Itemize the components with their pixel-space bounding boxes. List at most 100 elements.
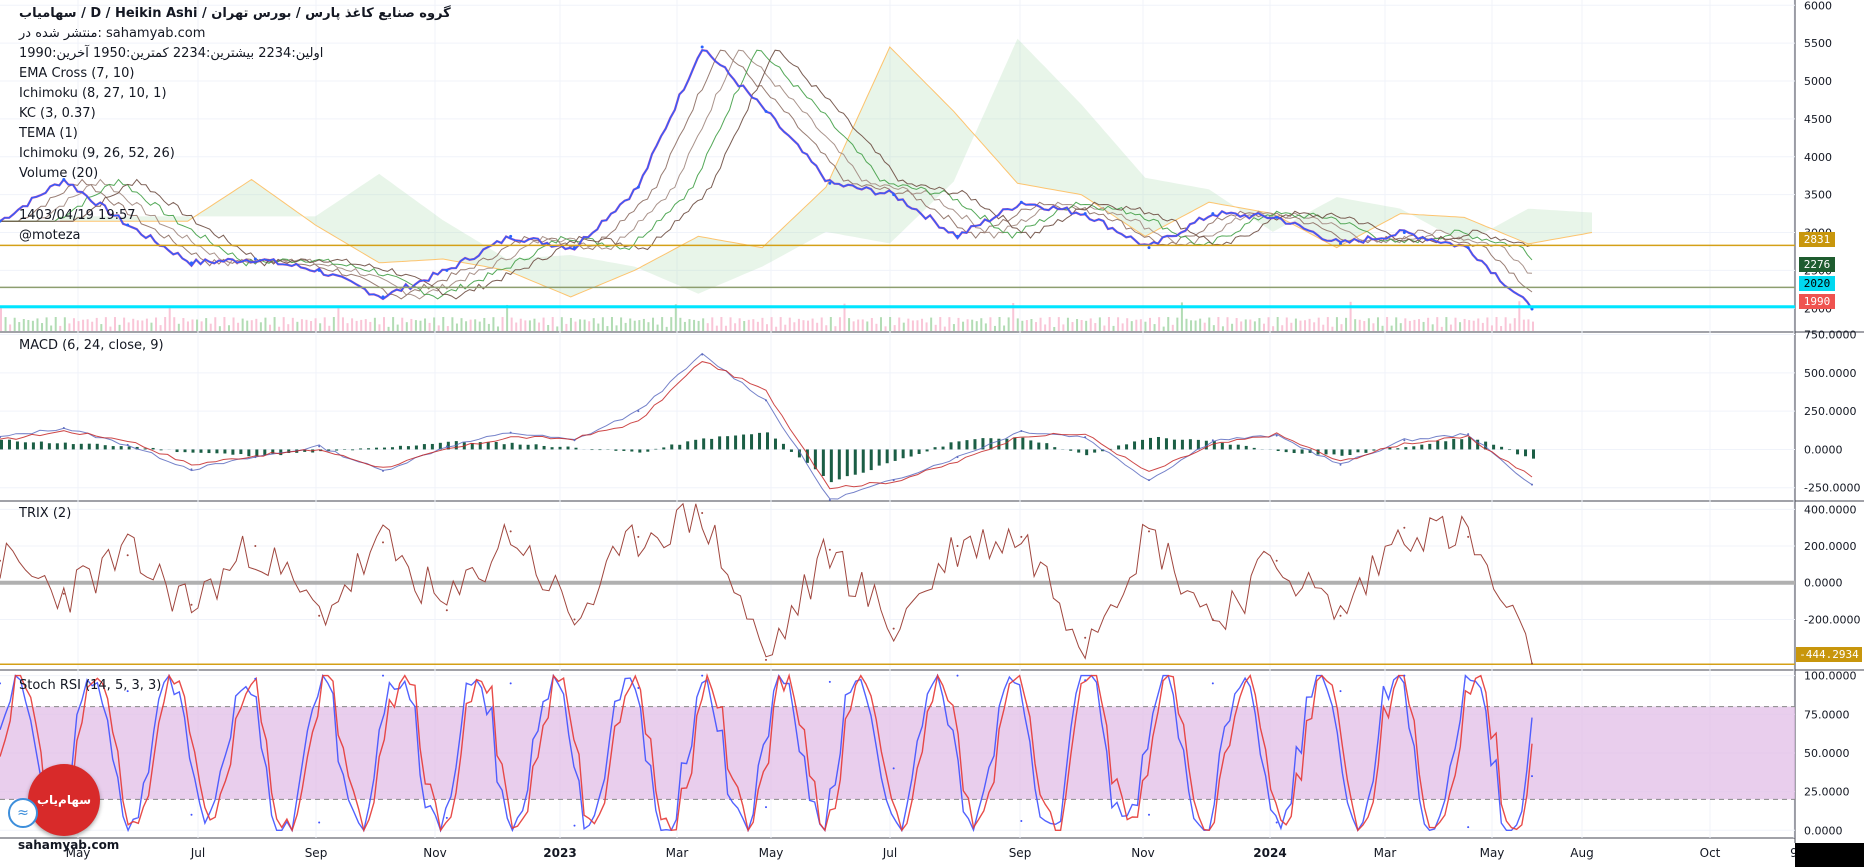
volume-bar	[383, 317, 385, 331]
volume-bar	[1463, 318, 1466, 331]
y-tick-label: 75.0000	[1804, 708, 1850, 721]
volume-bar	[155, 317, 158, 331]
macd-histogram-bar	[1388, 447, 1392, 450]
trix-point	[254, 545, 257, 548]
volume-bar	[50, 325, 53, 331]
macd-histogram-bar	[119, 446, 123, 450]
indicator-kc[interactable]: KC (3, 0.37)	[19, 106, 96, 121]
volume-bar	[797, 318, 800, 331]
macd-histogram-bar	[781, 443, 785, 450]
stoch-k-point	[1339, 690, 1342, 693]
macd-label[interactable]: MACD (6, 24, close, 9)	[19, 338, 164, 353]
volume-bar	[1226, 317, 1229, 331]
stoch-k-point	[573, 824, 576, 827]
volume-bar	[250, 320, 253, 331]
x-tick-label: 2024	[1253, 846, 1286, 860]
macd-histogram-bar	[829, 449, 833, 483]
volume-bar	[989, 317, 992, 331]
volume-bar	[31, 320, 34, 331]
macd-histogram-bar	[406, 446, 410, 450]
trix-label[interactable]: TRIX (2)	[19, 506, 72, 521]
y-tick-label: 50.0000	[1804, 747, 1850, 760]
volume-bar	[538, 322, 541, 331]
volume-bar	[18, 322, 21, 331]
volume-bar	[934, 324, 937, 331]
x-tick-label: 9	[1790, 846, 1798, 860]
indicator-ichimoku-1[interactable]: Ichimoku (8, 27, 10, 1)	[19, 86, 167, 101]
volume-bar	[123, 317, 126, 331]
volume-bar	[962, 321, 965, 331]
trix-point	[956, 545, 959, 548]
volume-bar	[1381, 325, 1384, 331]
macd-histogram-bar	[7, 439, 11, 450]
volume-bar	[1358, 319, 1361, 331]
macd-histogram-bar	[1212, 441, 1216, 450]
macd-histogram-bar	[893, 449, 897, 461]
price-point	[1211, 212, 1215, 216]
chart-title[interactable]: گروه صنایع کاغذ پارس / بورس تهران / D / …	[19, 6, 451, 21]
volume-bar	[638, 320, 641, 331]
volume-bar	[875, 323, 878, 331]
y-tick-label: 6000	[1804, 0, 1832, 12]
volume-bar	[756, 321, 759, 331]
y-tick-label: 500.0000	[1804, 367, 1857, 380]
volume-bar	[387, 326, 390, 331]
indicator-tema[interactable]: TEMA (1)	[19, 126, 78, 141]
volume-bar	[1039, 317, 1042, 331]
volume-bar	[487, 323, 490, 331]
volume-bar	[1231, 323, 1234, 331]
volume-bar	[332, 317, 335, 331]
macd-histogram-bar	[981, 438, 985, 450]
volume-bar	[579, 319, 582, 331]
volume-bar	[743, 321, 746, 331]
macd-histogram-bar	[1141, 439, 1145, 450]
macd-histogram-bar	[877, 449, 881, 466]
volume-bar	[218, 326, 221, 331]
volume-bar	[428, 322, 431, 331]
volume-bar	[355, 320, 358, 331]
volume-bar	[1308, 318, 1311, 331]
volume-bar	[1354, 319, 1357, 331]
moving-average-line	[0, 49, 1533, 300]
macd-histogram-bar	[758, 432, 762, 450]
volume-bar	[788, 317, 791, 331]
price-point	[573, 246, 576, 250]
volume-bar	[323, 317, 326, 331]
volume-bar	[720, 317, 723, 331]
volume-bar	[1459, 322, 1462, 331]
price-point	[1083, 212, 1087, 216]
macd-histogram-bar	[1436, 440, 1440, 450]
stoch-rsi-label[interactable]: Stoch RSI (14, 5, 3, 3)	[19, 678, 162, 693]
volume-bar	[1518, 301, 1521, 331]
volume-bar	[264, 317, 267, 331]
volume-bar	[1190, 320, 1193, 331]
macd-point	[126, 443, 129, 446]
volume-bar	[310, 321, 313, 331]
volume-bar	[378, 324, 381, 331]
volume-bar	[474, 319, 477, 331]
volume-bar	[1486, 317, 1489, 331]
volume-bar	[1094, 323, 1097, 331]
macd-histogram-bar	[199, 449, 203, 453]
indicator-ichimoku-2[interactable]: Ichimoku (9, 26, 52, 26)	[19, 146, 175, 161]
volume-bar	[273, 317, 276, 331]
volume-bar	[1427, 317, 1430, 331]
x-tick-label: Jul	[190, 846, 205, 860]
macd-histogram-bar	[861, 449, 865, 473]
indicator-volume[interactable]: Volume (20)	[19, 166, 99, 181]
macd-histogram-bar	[917, 449, 921, 454]
y-tick-label: -250.0000	[1804, 482, 1860, 495]
macd-histogram-bar	[1125, 444, 1129, 450]
volume-bar	[91, 321, 94, 331]
trix-point	[1467, 535, 1470, 538]
macd-histogram-bar	[1093, 449, 1097, 453]
volume-bar	[255, 318, 258, 331]
indicator-ema-cross[interactable]: EMA Cross (7, 10)	[19, 66, 135, 81]
volume-bar	[1449, 324, 1452, 331]
volume-bar	[556, 326, 559, 331]
volume-bar	[241, 318, 244, 331]
volume-bar	[1253, 321, 1256, 331]
volume-bar	[588, 321, 591, 331]
macd-histogram-bar	[638, 449, 642, 453]
